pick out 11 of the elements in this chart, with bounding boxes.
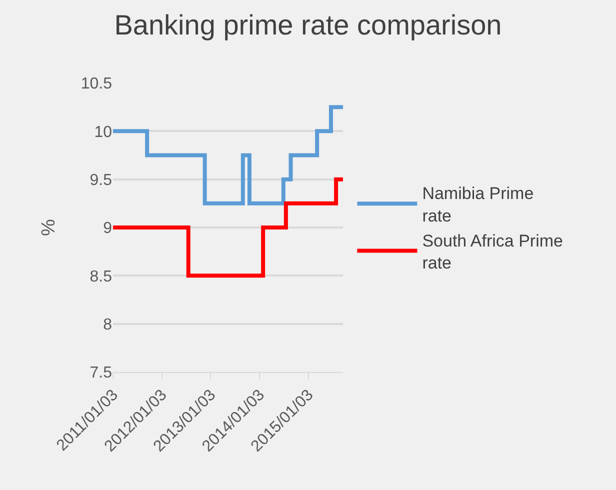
y-axis-title: % [38, 218, 60, 236]
y-tick-label: 7.5 [90, 364, 112, 382]
chart-title: Banking prime rate comparison [114, 9, 502, 40]
legend-label: Namibia Prime rate [422, 184, 534, 226]
y-tick-label: 8 [103, 316, 112, 334]
y-tick-label: 9 [103, 220, 112, 238]
legend-label: South Africa Prime rate [422, 231, 563, 272]
y-tick-label: 10.5 [80, 76, 112, 93]
y-tick-label: 9.5 [90, 172, 112, 189]
y-tick-label: 10 [94, 124, 112, 141]
y-tick-label: 8.5 [90, 268, 112, 286]
